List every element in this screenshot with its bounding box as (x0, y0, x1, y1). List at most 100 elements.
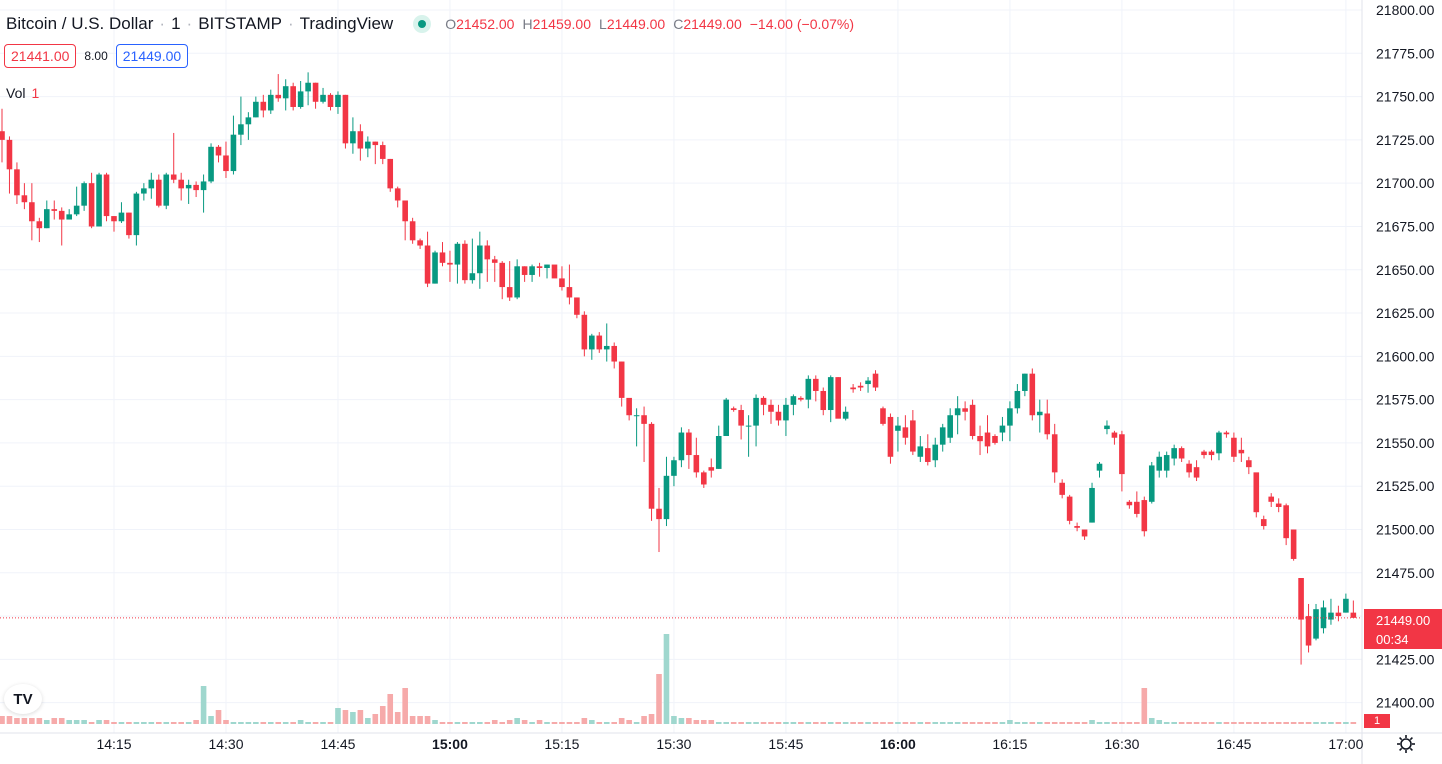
candle-body (1148, 465, 1155, 502)
volume-bar (491, 720, 498, 724)
candle-body (1111, 432, 1118, 438)
volume-bar (551, 722, 558, 724)
volume-bar (320, 722, 326, 724)
candle-body (529, 266, 535, 275)
tradingview-logo-icon[interactable]: TV (4, 684, 42, 714)
volume-bar (73, 720, 80, 724)
volume-bar (962, 722, 968, 724)
candle-body (857, 385, 864, 388)
volume-bar (118, 722, 125, 724)
volume-bar (185, 722, 192, 724)
candle-body (1104, 425, 1110, 430)
volume-bar (969, 722, 976, 724)
candle-body (924, 448, 931, 462)
candle-body (245, 117, 252, 125)
candle-body (148, 179, 155, 189)
volume-bar (88, 722, 95, 724)
spread-value: 8.00 (84, 49, 108, 63)
volume-bar (409, 716, 416, 724)
candle-body (701, 472, 707, 485)
time-tick-label: 15:15 (544, 736, 579, 752)
candle-body (880, 408, 886, 424)
high-value: 21459.00 (532, 16, 592, 32)
candle-body (409, 221, 416, 241)
symbol-name[interactable]: Bitcoin / U.S. Dollar (6, 14, 154, 33)
candle-body (88, 183, 95, 227)
volume-bar (708, 720, 715, 724)
volume-bar (447, 722, 453, 724)
volume-bar (917, 722, 924, 724)
volume-bar (686, 718, 692, 724)
sell-button[interactable]: 21441.00 (4, 44, 77, 68)
volume-bar (559, 722, 565, 724)
time-tick-label: 16:15 (992, 736, 1027, 752)
candle-body (686, 432, 692, 456)
candle-body (812, 378, 819, 391)
volume-bar (200, 686, 207, 724)
candle-body (290, 86, 296, 107)
candle-body (432, 252, 438, 284)
candle-body (633, 415, 640, 417)
volume-bar (678, 718, 685, 724)
candle-body (932, 444, 939, 461)
candle-body (865, 380, 871, 385)
candle-body (917, 446, 924, 457)
candle-body (1134, 501, 1140, 514)
candle-body (626, 397, 632, 416)
candle-body (394, 188, 401, 201)
buy-button[interactable]: 21449.00 (115, 44, 189, 68)
price-tick-label: 21425.00 (1376, 651, 1435, 667)
price-tick-label: 21650.00 (1376, 262, 1435, 278)
volume-bar (581, 718, 588, 724)
candle-body (1163, 455, 1170, 471)
volume-bar (880, 722, 886, 724)
volume-bar (820, 722, 827, 724)
candle-body (999, 425, 1006, 433)
volume-bar (1126, 722, 1133, 724)
volume-bar (148, 722, 155, 724)
candle-body (126, 212, 132, 236)
candle-body (230, 134, 237, 172)
volume-bar (454, 722, 461, 724)
volume-bar (910, 722, 916, 724)
candle-body (357, 131, 364, 149)
volume-bar (1238, 722, 1245, 724)
candle-body (984, 432, 991, 447)
volume-bar (1208, 722, 1215, 724)
volume-bar (1313, 722, 1319, 724)
candle-body (1096, 463, 1103, 471)
candle-body (1036, 411, 1043, 416)
candle-body (365, 141, 371, 149)
volume-bar (1163, 722, 1170, 724)
candle-body (81, 183, 87, 206)
volume-legend[interactable]: Vol 1 (6, 85, 39, 101)
candle-body (51, 209, 58, 211)
candle-body (253, 101, 259, 118)
volume-bar (1350, 722, 1357, 724)
volume-bar (790, 722, 797, 724)
volume-bar (342, 710, 349, 724)
volume-bar (596, 722, 603, 724)
candle-body (350, 131, 356, 144)
price-tick-label: 21575.00 (1376, 392, 1435, 408)
settings-gear-icon[interactable] (1396, 734, 1416, 754)
last-price-label: 21449.00 00:34 (1364, 609, 1442, 649)
interval-label[interactable]: 1 (171, 14, 181, 33)
volume-bar (1022, 722, 1028, 724)
candle-body (1216, 432, 1222, 454)
volume-bar (21, 718, 28, 724)
volume-bar (133, 722, 140, 724)
volume-bar (469, 722, 476, 724)
volume-bar (992, 722, 998, 724)
candle-body (469, 273, 476, 281)
price-tick-label: 21500.00 (1376, 522, 1435, 538)
candle-body (581, 314, 588, 350)
time-tick-label: 15:30 (656, 736, 691, 752)
candle-body (723, 399, 730, 436)
volume-bar (529, 722, 535, 724)
volume-bar (1343, 722, 1349, 724)
volume-bar (29, 718, 35, 724)
volume-bar (798, 722, 804, 724)
market-open-icon[interactable] (413, 15, 432, 33)
